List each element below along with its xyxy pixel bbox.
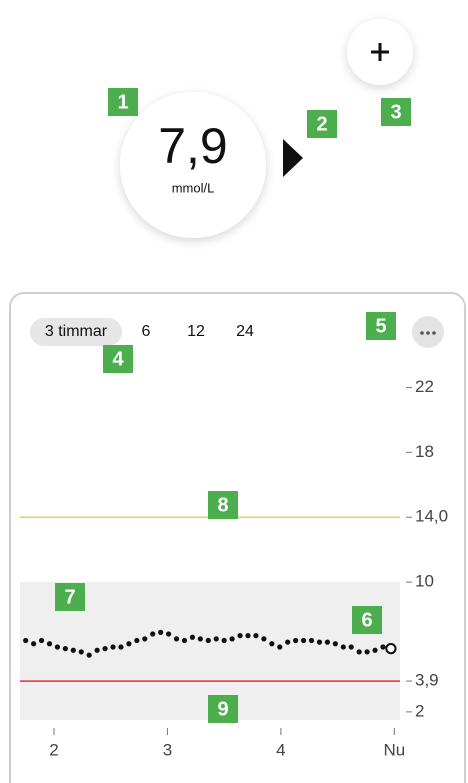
point [94, 647, 100, 653]
badge [366, 312, 396, 340]
y-tick-label: 10 [415, 572, 434, 591]
point [221, 637, 227, 644]
point [356, 649, 362, 655]
point [70, 647, 76, 653]
point [285, 639, 291, 645]
point [205, 637, 211, 644]
x-tick-label: 2 [49, 740, 58, 759]
point [189, 634, 196, 640]
badge [208, 491, 238, 519]
y-tick-label: 3,9 [415, 671, 439, 690]
point [340, 644, 346, 650]
add-button[interactable] [347, 19, 413, 85]
point [245, 633, 251, 639]
badge [352, 606, 382, 634]
point [118, 644, 124, 650]
range-option[interactable]: 24 [236, 323, 254, 340]
point [332, 641, 338, 647]
point [46, 641, 53, 647]
reading-value: 7,9 [158, 118, 228, 174]
badge [108, 88, 138, 116]
point [380, 644, 386, 650]
badge [55, 583, 85, 611]
range-option[interactable]: 6 [142, 323, 151, 340]
badge-label: 4 [112, 348, 124, 370]
trend-arrow [283, 139, 303, 177]
point [261, 636, 267, 642]
point [348, 644, 354, 650]
reading-unit: mmol/L [172, 180, 215, 195]
x-tick-label: 4 [276, 740, 285, 759]
point [23, 637, 29, 644]
badge-label: 7 [64, 586, 75, 608]
point [308, 637, 315, 644]
point [150, 631, 156, 637]
point [229, 636, 235, 642]
badge-label: 9 [217, 698, 228, 720]
point [253, 633, 259, 639]
point [54, 644, 61, 650]
point [293, 637, 299, 644]
plus-icon [371, 43, 389, 61]
reading-bubble [120, 92, 266, 238]
point [126, 641, 132, 647]
range-option[interactable]: 12 [187, 323, 205, 340]
y-tick-label: 18 [415, 442, 434, 461]
y-tick-label: 14,0 [415, 507, 448, 526]
point [134, 637, 140, 644]
point [269, 641, 275, 647]
point [31, 641, 37, 647]
more-button[interactable] [412, 316, 444, 348]
badge [208, 695, 238, 723]
badge-label: 6 [361, 609, 372, 631]
badge-label: 3 [390, 101, 401, 123]
y-tick-label: 2 [415, 701, 424, 720]
dot-icon [432, 331, 436, 335]
point [324, 639, 331, 645]
point [62, 646, 68, 652]
point [142, 636, 148, 642]
point [165, 631, 172, 637]
point [300, 637, 307, 644]
point [181, 637, 188, 644]
badge-label: 8 [217, 494, 228, 516]
badge-label: 2 [316, 113, 327, 135]
y-tick-label: 22 [415, 377, 434, 396]
point [110, 644, 116, 650]
point [78, 649, 84, 655]
point [173, 636, 180, 642]
x-tick-label: Nu [383, 740, 405, 759]
point [213, 636, 219, 642]
dot-icon [420, 331, 424, 335]
point [316, 639, 323, 645]
badge-label: 5 [375, 315, 386, 337]
range-option[interactable]: 3 timmar [45, 323, 108, 340]
point [102, 646, 108, 652]
badge-label: 1 [117, 91, 128, 113]
badge [381, 98, 411, 126]
current-point [385, 643, 397, 655]
point [38, 637, 45, 644]
point [364, 649, 370, 655]
badge [307, 110, 337, 138]
point [372, 647, 378, 653]
point [277, 644, 283, 650]
point [237, 633, 243, 639]
point [86, 652, 92, 658]
point [158, 629, 164, 636]
point [197, 636, 203, 642]
x-tick-label: 3 [163, 740, 172, 759]
dot-icon [426, 331, 430, 335]
range-pill[interactable] [30, 318, 122, 346]
badge [103, 345, 133, 373]
